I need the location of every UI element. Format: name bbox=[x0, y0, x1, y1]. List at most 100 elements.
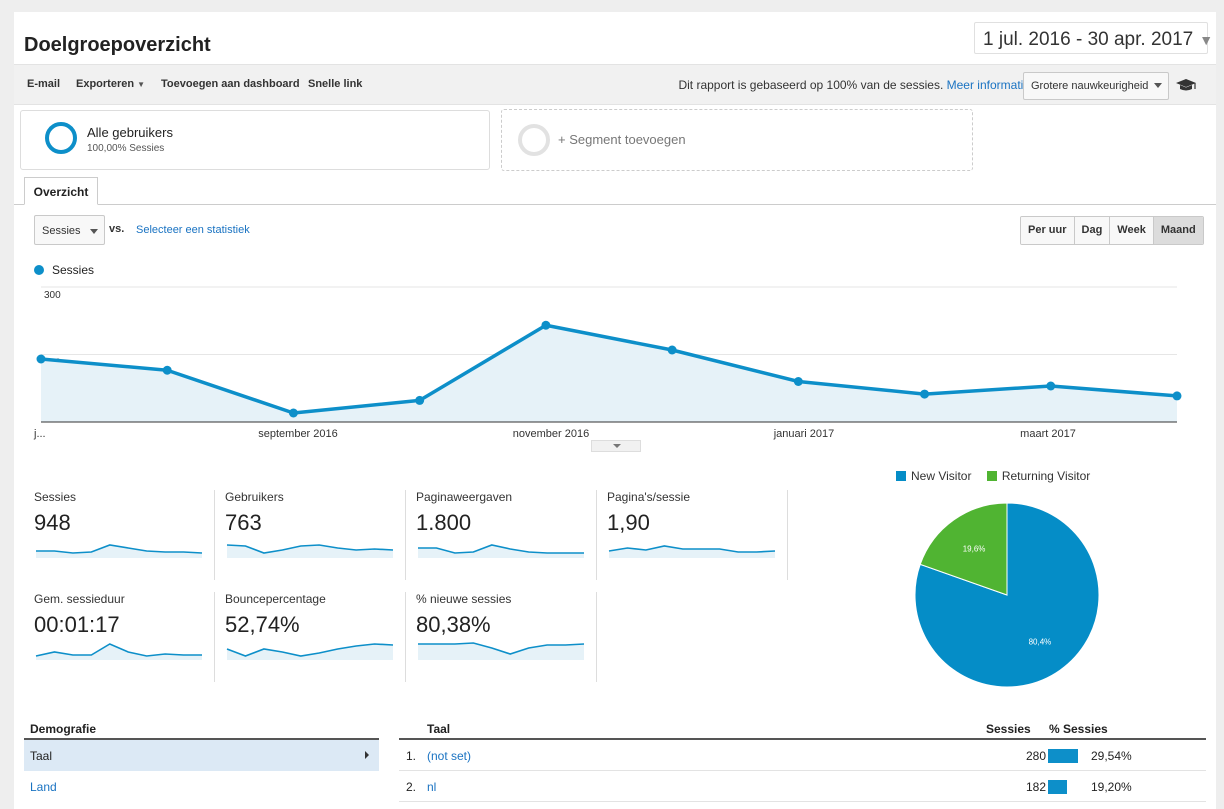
sparkline-line bbox=[226, 544, 394, 554]
report-page: Doelgroepoverzicht 1 jul. 2016 - 30 apr.… bbox=[14, 12, 1216, 809]
data-point[interactable] bbox=[1172, 391, 1182, 401]
demographics-item-label: Land bbox=[30, 780, 57, 794]
chart-collapse-toggle[interactable] bbox=[591, 440, 641, 452]
metric-sparkline bbox=[608, 545, 776, 558]
chevron-right-icon bbox=[365, 751, 369, 759]
sparkline-area bbox=[36, 545, 202, 558]
chevron-down-icon bbox=[90, 229, 98, 234]
legend-swatch bbox=[986, 471, 997, 481]
sparkline-area bbox=[227, 644, 393, 660]
metric-label: % nieuwe sessies bbox=[416, 592, 512, 606]
segment-all-users[interactable]: Alle gebruikers 100,00% Sessies bbox=[20, 110, 490, 170]
data-point[interactable] bbox=[288, 408, 298, 418]
graduation-cap-icon[interactable] bbox=[1175, 77, 1197, 93]
add-segment-label: + Segment toevoegen bbox=[558, 132, 686, 147]
sparkline-line bbox=[226, 643, 394, 657]
date-range-picker[interactable]: 1 jul. 2016 - 30 apr. 2017 ▼ bbox=[974, 22, 1213, 54]
sessions-value: 182 bbox=[1025, 780, 1046, 794]
metric-sparkline bbox=[36, 544, 203, 558]
metric-label: Sessies bbox=[34, 490, 77, 504]
add-to-dashboard-button[interactable]: Toevoegen aan dashboard bbox=[161, 78, 300, 90]
sparkline-area bbox=[227, 545, 393, 558]
precision-select[interactable]: Grotere nauwkeurigheid bbox=[1023, 72, 1169, 100]
period-month-button[interactable]: Maand bbox=[1153, 217, 1203, 244]
sampling-note-text: Dit rapport is gebaseerd op 100% van de … bbox=[678, 78, 944, 92]
pie-legend-new-visitor[interactable]: New Visitor bbox=[896, 469, 971, 483]
email-button[interactable]: E-mail bbox=[27, 78, 61, 90]
data-point[interactable] bbox=[1046, 381, 1056, 391]
sparkline-line bbox=[36, 544, 203, 554]
period-week-button[interactable]: Week bbox=[1110, 217, 1154, 244]
metric-sparkline bbox=[226, 643, 394, 660]
language-link[interactable]: nl bbox=[427, 780, 437, 794]
sessions-value: 280 bbox=[1025, 749, 1046, 763]
metric-tile[interactable]: Sessies 948 bbox=[34, 490, 214, 568]
segment-percentage: 100,00% Sessies bbox=[87, 143, 165, 154]
column-header-sessions[interactable]: Sessies bbox=[986, 722, 1031, 736]
language-link[interactable]: (not set) bbox=[427, 749, 472, 763]
metric-select[interactable]: Sessies bbox=[34, 215, 105, 245]
sampling-note: Dit rapport is gebaseerd op 100% van de … bbox=[678, 78, 1030, 92]
period-day-button[interactable]: Dag bbox=[1074, 217, 1111, 244]
metric-value: 52,74% bbox=[225, 612, 300, 637]
tab-overview[interactable]: Overzicht bbox=[24, 177, 98, 205]
data-point[interactable] bbox=[36, 354, 46, 364]
x-tick-label: september 2016 bbox=[258, 428, 338, 440]
vs-label: vs. bbox=[109, 223, 125, 235]
data-point[interactable] bbox=[162, 365, 172, 375]
sparkline-line bbox=[608, 545, 776, 553]
chevron-down-icon bbox=[1154, 83, 1162, 88]
percentage-value: 29,54% bbox=[1091, 749, 1132, 763]
pie-slice[interactable] bbox=[914, 502, 1100, 688]
more-info-link[interactable]: Meer informatie bbox=[946, 78, 1030, 92]
data-point[interactable] bbox=[415, 395, 425, 405]
metric-value: 00:01:17 bbox=[34, 612, 120, 637]
data-point[interactable] bbox=[920, 389, 930, 399]
column-header-language: Taal bbox=[427, 722, 451, 736]
pie-slice[interactable] bbox=[919, 502, 1008, 596]
report-toolbar: E-mail Exporteren ▼ Toevoegen aan dashbo… bbox=[14, 64, 1216, 105]
metric-value: 763 bbox=[225, 510, 262, 535]
pie-legend: New Visitor Returning Visitor bbox=[896, 469, 1090, 483]
metric-tile[interactable]: Pagina's/sessie 1,90 bbox=[607, 490, 787, 568]
pie-legend-label: New Visitor bbox=[911, 469, 972, 483]
pie-slice-label: 19,6% bbox=[963, 544, 986, 553]
x-tick-label: maart 2017 bbox=[1020, 428, 1076, 440]
shortcut-button[interactable]: Snelle link bbox=[308, 78, 363, 90]
metric-separator bbox=[214, 490, 215, 580]
series-area bbox=[41, 325, 1177, 422]
metric-tile[interactable]: % nieuwe sessies 80,38% bbox=[416, 592, 596, 670]
metric-tile[interactable]: Gebruikers 763 bbox=[225, 490, 405, 568]
demographics-item-country[interactable]: Land bbox=[24, 771, 379, 802]
period-hourly-button[interactable]: Per uur bbox=[1021, 217, 1075, 244]
data-point[interactable] bbox=[667, 345, 677, 355]
metric-separator bbox=[596, 490, 597, 580]
data-point[interactable] bbox=[541, 320, 551, 330]
chevron-down-icon bbox=[613, 444, 621, 448]
sparkline-line bbox=[418, 544, 584, 554]
demographics-header-line bbox=[24, 738, 379, 740]
chevron-down-icon: ▼ bbox=[1199, 32, 1214, 48]
export-button[interactable]: Exporteren ▼ bbox=[76, 78, 145, 90]
metric-tile[interactable]: Bouncepercentage 52,74% bbox=[225, 592, 405, 670]
column-header-pct-sessions[interactable]: % Sessies bbox=[1049, 722, 1108, 736]
metric-tile[interactable]: Paginaweergaven 1.800 bbox=[416, 490, 596, 568]
visitor-type-pie-chart: 80,4% 19,6% bbox=[914, 502, 1100, 688]
select-statistic-link[interactable]: Selecteer een statistiek bbox=[136, 224, 250, 236]
precision-label: Grotere nauwkeurigheid bbox=[1031, 80, 1149, 92]
metric-value: 1.800 bbox=[416, 510, 472, 535]
demographics-item-language[interactable]: Taal bbox=[24, 740, 379, 771]
metric-separator bbox=[596, 592, 597, 682]
metric-value: 80,38% bbox=[416, 612, 491, 637]
pie-legend-returning-visitor[interactable]: Returning Visitor bbox=[986, 469, 1090, 483]
data-point[interactable] bbox=[793, 377, 803, 386]
percentage-bar bbox=[1048, 749, 1078, 763]
x-tick-label: januari 2017 bbox=[773, 428, 835, 440]
metric-tile[interactable]: Gem. sessieduur 00:01:17 bbox=[34, 592, 214, 670]
segment-name: Alle gebruikers bbox=[87, 125, 173, 140]
row-number: 1. bbox=[406, 749, 417, 763]
add-segment-button[interactable]: + Segment toevoegen bbox=[501, 109, 973, 171]
metric-label: Bouncepercentage bbox=[225, 592, 326, 606]
metric-separator bbox=[405, 592, 406, 682]
